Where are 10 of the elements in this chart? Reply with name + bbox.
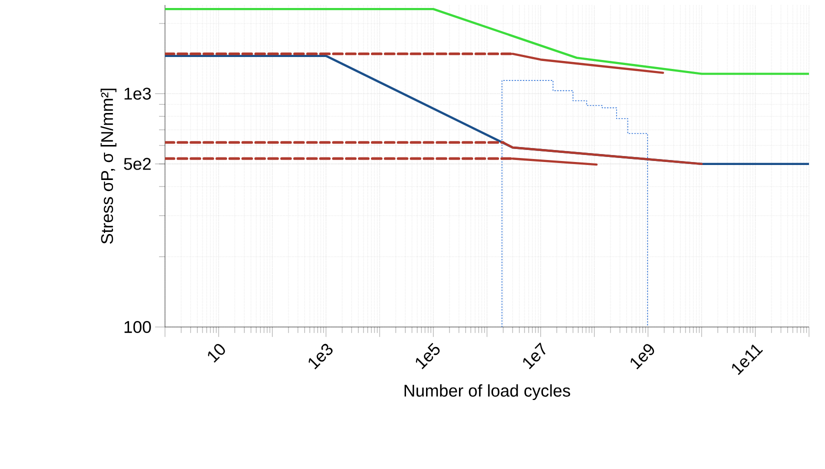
y-axis-title: Stress σP, σ [N/mm²] (100, 88, 116, 244)
x-tick-label: 1e7 (523, 342, 546, 370)
y-tick-label: 100 (124, 320, 151, 333)
y-tick-label: 5e2 (124, 158, 151, 170)
y-tick-label: 1e3 (124, 88, 151, 100)
x-tick-label: 1e9 (630, 344, 654, 370)
x-tick-label: 1e5 (416, 342, 440, 370)
x-tick-label: 10 (208, 344, 225, 363)
x-tick-label: 1e3 (308, 344, 333, 370)
x-axis-title: Number of load cycles (404, 384, 570, 400)
